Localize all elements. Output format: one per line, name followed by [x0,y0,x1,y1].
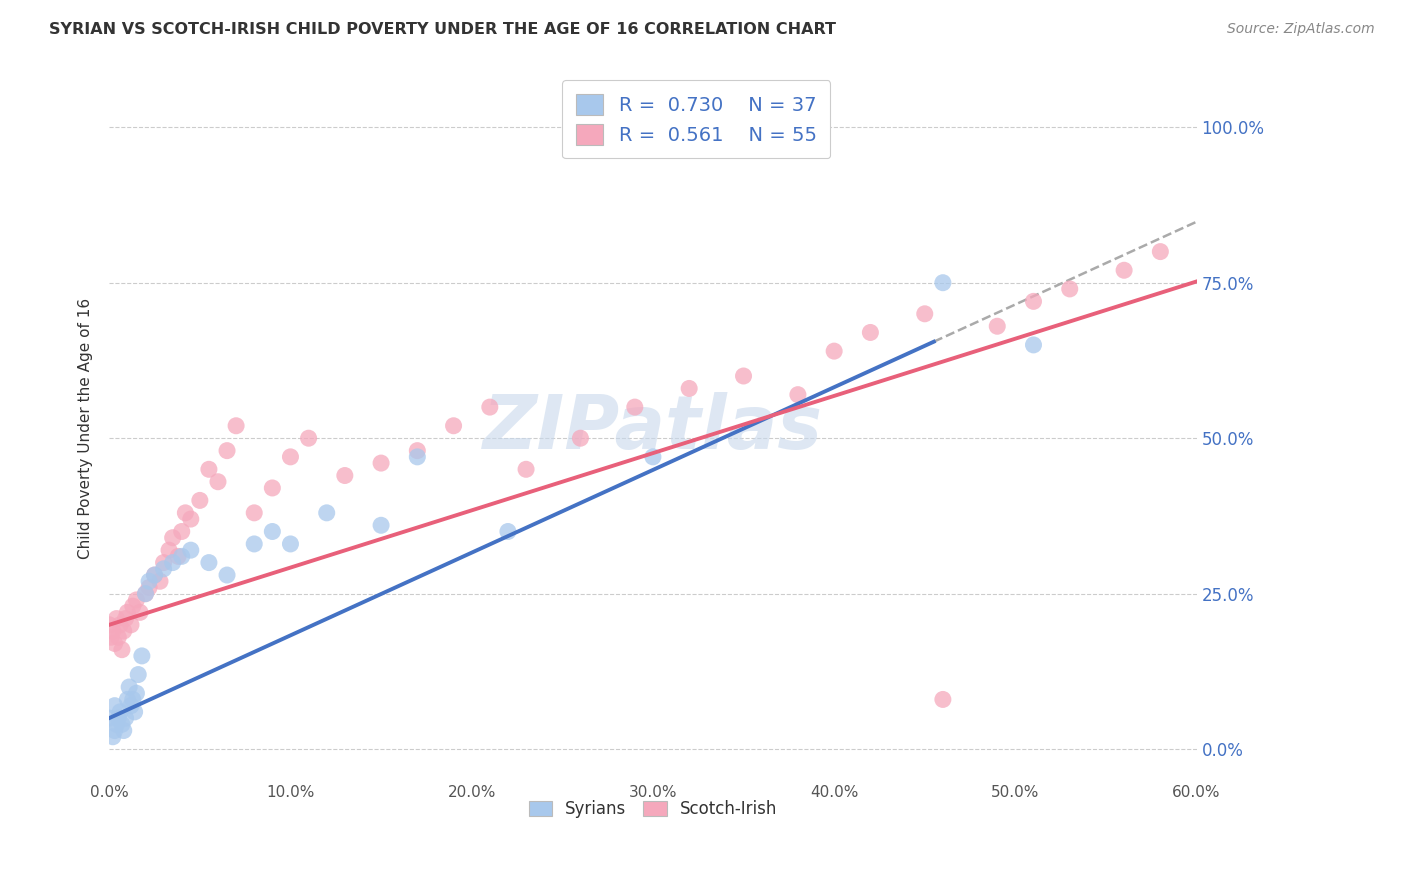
Point [280,537,302,551]
Point [1114,263,1136,277]
Point [180,543,202,558]
Point [152,562,174,576]
Point [370,456,392,470]
Point [1059,282,1081,296]
Point [157,543,180,558]
Point [134,587,156,601]
Point [120,698,142,713]
Point [114,611,136,625]
Point [443,418,465,433]
Point [152,556,174,570]
Point [112,723,135,738]
Point [215,443,238,458]
Point [478,400,501,414]
Point [121,692,143,706]
Point [107,711,129,725]
Y-axis label: Child Poverty Under the Age of 16: Child Poverty Under the Age of 16 [79,298,93,559]
Point [127,667,149,681]
Text: SYRIAN VS SCOTCH-IRISH CHILD POVERTY UNDER THE AGE OF 16 CORRELATION CHART: SYRIAN VS SCOTCH-IRISH CHILD POVERTY UND… [49,22,837,37]
Point [162,531,184,545]
Point [1149,244,1171,259]
Point [138,574,160,589]
Point [262,481,284,495]
Point [118,680,141,694]
Point [188,493,211,508]
Point [859,326,882,340]
Point [121,599,143,614]
Point [262,524,284,539]
Point [101,624,124,638]
Point [111,642,134,657]
Point [297,431,319,445]
Point [215,568,238,582]
Point [180,512,202,526]
Point [138,581,160,595]
Point [932,276,955,290]
Point [120,617,142,632]
Text: Source: ZipAtlas.com: Source: ZipAtlas.com [1227,22,1375,37]
Point [823,344,845,359]
Point [986,319,1008,334]
Point [108,617,131,632]
Point [143,568,166,582]
Point [370,518,392,533]
Point [198,462,221,476]
Point [623,400,645,414]
Point [914,307,936,321]
Point [125,593,148,607]
Point [207,475,229,489]
Point [225,418,247,433]
Point [786,387,808,401]
Point [143,568,166,582]
Point [112,624,135,638]
Point [243,506,266,520]
Point [315,506,337,520]
Point [733,369,755,384]
Point [105,717,128,731]
Point [515,462,537,476]
Point [105,611,128,625]
Point [134,587,156,601]
Point [129,606,152,620]
Legend: Syrians, Scotch-Irish: Syrians, Scotch-Irish [522,793,785,825]
Point [131,648,153,663]
Point [932,692,955,706]
Point [170,524,193,539]
Point [406,450,429,464]
Point [1022,294,1045,309]
Point [167,549,190,564]
Point [406,443,429,458]
Point [1022,338,1045,352]
Point [104,723,127,738]
Point [496,524,519,539]
Point [111,717,134,731]
Point [162,556,184,570]
Point [117,606,139,620]
Point [174,506,197,520]
Point [149,574,172,589]
Point [641,450,664,464]
Point [678,381,700,395]
Point [100,630,122,644]
Point [170,549,193,564]
Point [569,431,592,445]
Point [108,705,131,719]
Point [104,636,127,650]
Point [280,450,302,464]
Point [125,686,148,700]
Point [333,468,356,483]
Point [98,617,121,632]
Text: ZIPatlas: ZIPatlas [482,392,823,466]
Point [101,730,124,744]
Point [124,705,146,719]
Point [104,698,127,713]
Point [198,556,221,570]
Point [98,711,121,725]
Point [117,692,139,706]
Point [107,630,129,644]
Point [114,711,136,725]
Point [243,537,266,551]
